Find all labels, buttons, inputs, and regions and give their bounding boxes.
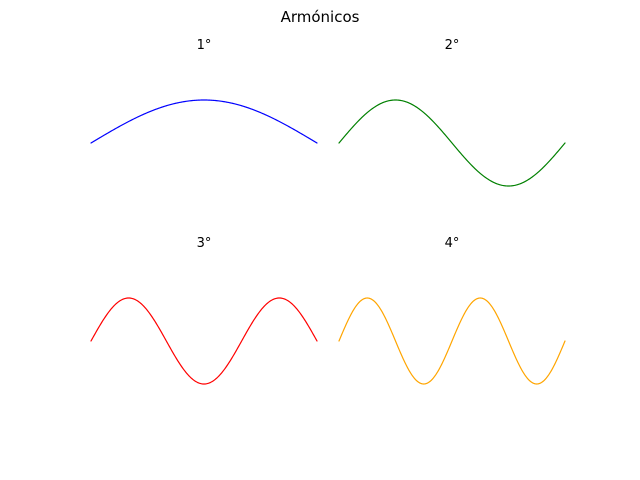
harmonic-3-line [90, 297, 318, 385]
harmonic-subplot-4: 4° [338, 236, 566, 385]
harmonic-2-line [338, 99, 566, 187]
figure-title: Armónicos [281, 8, 360, 26]
subplot-title: 3° [197, 236, 212, 251]
harmonic-subplot-2: 2° [338, 38, 566, 187]
harmonic-1-line [90, 99, 318, 144]
harmonic-subplot-3: 3° [90, 236, 318, 385]
harmonic-4-line [338, 297, 566, 385]
subplot-title: 2° [445, 38, 460, 53]
subplot-title: 1° [197, 38, 212, 53]
subplot-title: 4° [445, 236, 460, 251]
harmonic-subplot-1: 1° [90, 38, 318, 144]
